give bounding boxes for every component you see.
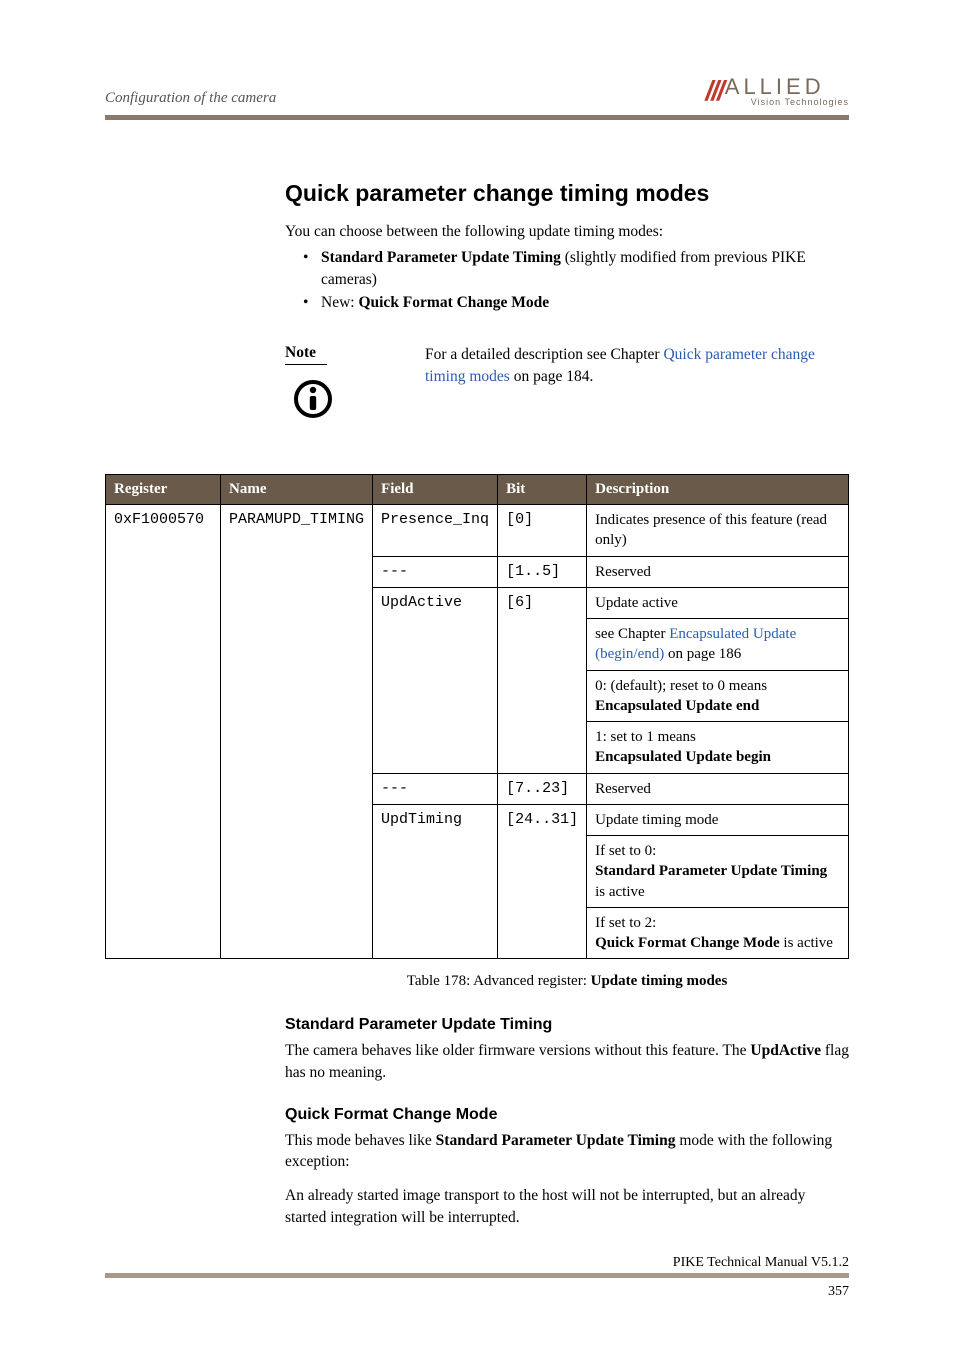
th-description: Description — [587, 475, 849, 505]
cell-desc: If set to 0:Standard Parameter Update Ti… — [587, 836, 849, 908]
cell-desc: 0: (default); reset to 0 means Encapsula… — [587, 670, 849, 722]
cell-field: UpdActive — [373, 587, 498, 773]
footer-page-number: 357 — [105, 1284, 849, 1300]
mode-list: Standard Parameter Update Timing (slight… — [303, 247, 849, 314]
cell-desc: Reserved — [587, 773, 849, 804]
logo-slashes-icon: /// — [705, 75, 722, 107]
th-name: Name — [221, 475, 373, 505]
cell-name: PARAMUPD_TIMING — [221, 505, 373, 959]
th-bit: Bit — [498, 475, 587, 505]
cell-desc: Reserved — [587, 556, 849, 587]
intro-text: You can choose between the following upd… — [285, 221, 849, 243]
cell-field: UpdTiming — [373, 804, 498, 959]
cell-field: --- — [373, 556, 498, 587]
note-block: Note For a detailed description see Chap… — [285, 344, 849, 424]
header-section-title: Configuration of the camera — [105, 90, 276, 107]
cell-bit: [24..31] — [498, 804, 587, 959]
register-table: Register Name Field Bit Description 0xF1… — [105, 474, 849, 959]
list-bold: Standard Parameter Update Timing — [321, 249, 561, 266]
cell-register: 0xF1000570 — [106, 505, 221, 959]
cell-desc: Update timing mode — [587, 804, 849, 835]
note-text: For a detailed description see Chapter Q… — [425, 344, 849, 387]
info-icon — [293, 379, 425, 424]
cell-bit: [1..5] — [498, 556, 587, 587]
cell-desc: Update active — [587, 587, 849, 618]
cell-field: --- — [373, 773, 498, 804]
cell-bit: [0] — [498, 505, 587, 557]
cell-desc: see Chapter Encapsulated Update (begin/e… — [587, 619, 849, 671]
th-field: Field — [373, 475, 498, 505]
cell-field: Presence_Inq — [373, 505, 498, 557]
th-register: Register — [106, 475, 221, 505]
cell-bit: [7..23] — [498, 773, 587, 804]
footer-divider — [105, 1273, 849, 1278]
list-pre: New: — [321, 294, 358, 311]
logo-sub-text: Vision Technologies — [751, 98, 849, 107]
section-heading: Quick Format Change Mode — [285, 1106, 849, 1124]
list-bold: Quick Format Change Mode — [358, 294, 549, 311]
note-label: Note — [285, 344, 327, 365]
section-text: This mode behaves like Standard Paramete… — [285, 1130, 849, 1173]
cell-desc: If set to 2:Quick Format Change Mode is … — [587, 907, 849, 959]
list-item: New: Quick Format Change Mode — [303, 292, 849, 314]
cell-bit: [6] — [498, 587, 587, 773]
company-logo: /// ALLIED Vision Technologies — [705, 75, 849, 107]
section-heading: Standard Parameter Update Timing — [285, 1016, 849, 1034]
cell-desc: Indicates presence of this feature (read… — [587, 505, 849, 557]
page-title: Quick parameter change timing modes — [285, 180, 849, 207]
header-divider — [105, 115, 849, 120]
section-text: An already started image transport to th… — [285, 1185, 849, 1228]
list-item: Standard Parameter Update Timing (slight… — [303, 247, 849, 292]
page-header: Configuration of the camera /// ALLIED V… — [105, 75, 849, 107]
table-caption: Table 178: Advanced register: Update tim… — [285, 973, 849, 990]
logo-main-text: ALLIED — [725, 76, 849, 98]
page-footer: PIKE Technical Manual V5.1.2 357 — [105, 1255, 849, 1300]
cell-desc: 1: set to 1 means Encapsulated Update be… — [587, 722, 849, 774]
section-text: The camera behaves like older firmware v… — [285, 1040, 849, 1083]
footer-manual-title: PIKE Technical Manual V5.1.2 — [105, 1255, 849, 1271]
